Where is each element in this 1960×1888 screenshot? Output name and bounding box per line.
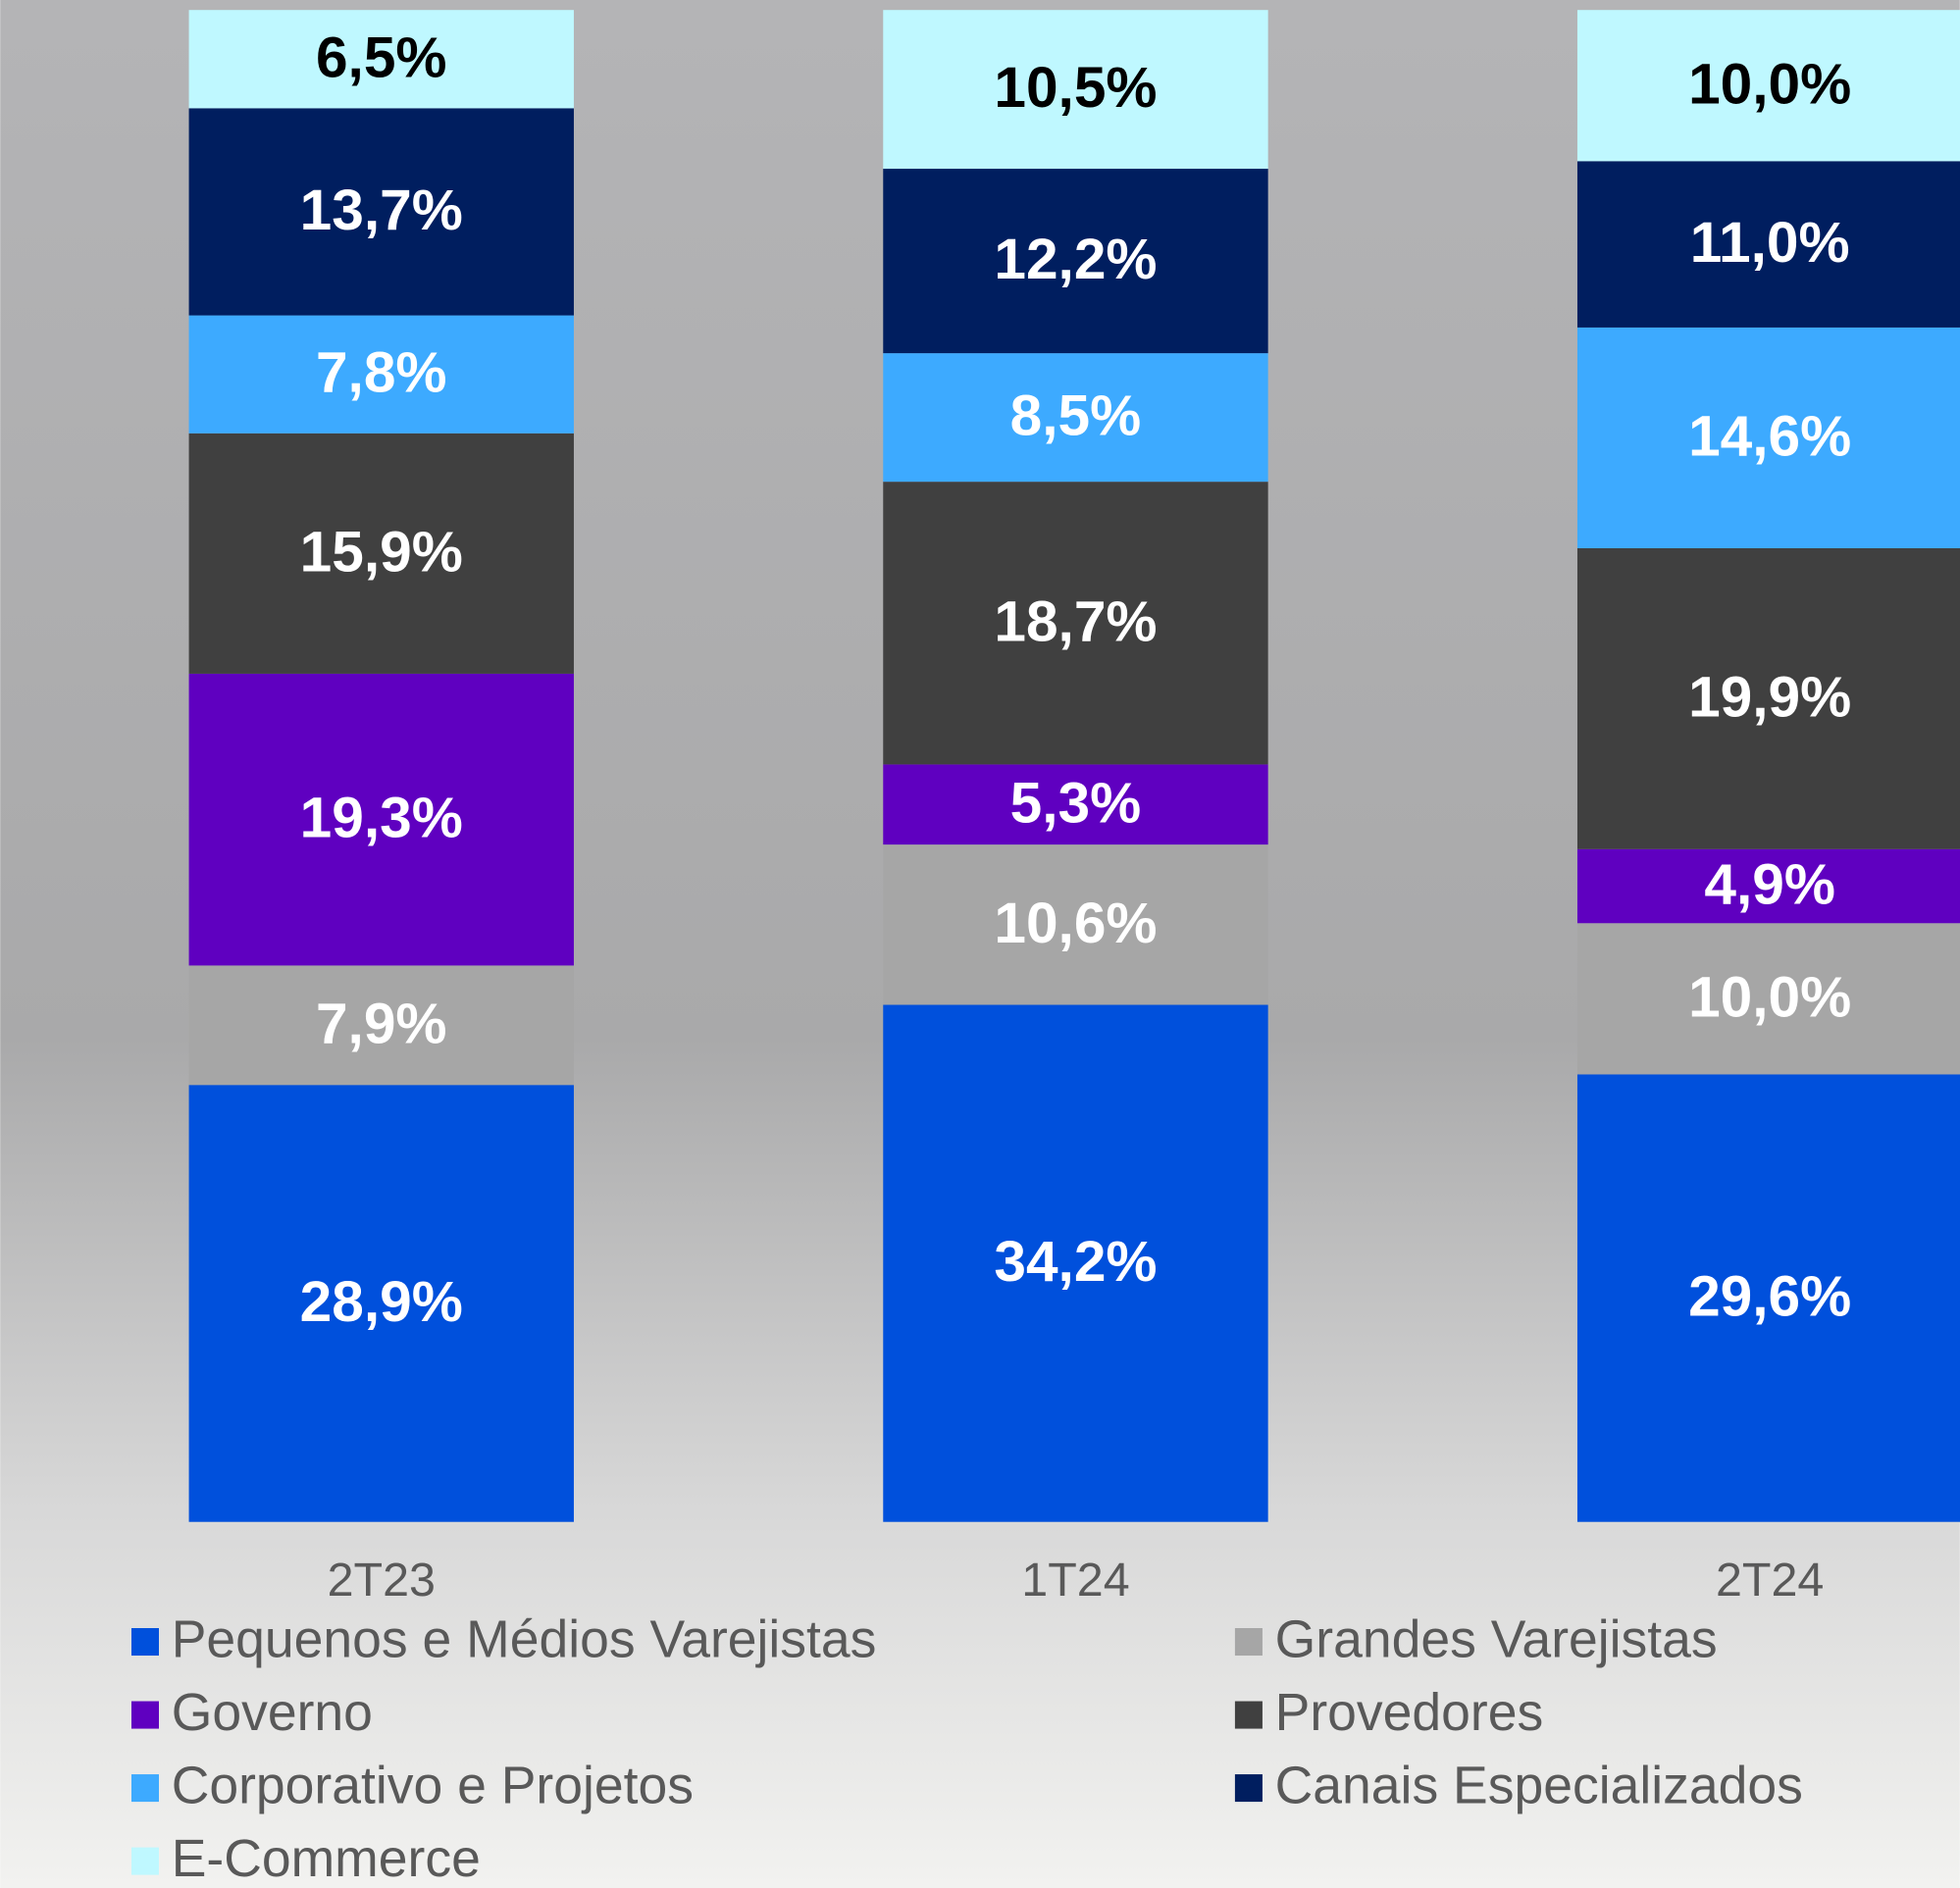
value-label: 19,9% <box>1688 665 1851 729</box>
value-label: 34,2% <box>994 1230 1157 1294</box>
value-label: 11,0% <box>1690 211 1850 275</box>
bar-segment <box>1576 547 1960 849</box>
bar-segment <box>883 169 1268 354</box>
legend-label: Grandes Varejistas <box>1275 1610 1718 1668</box>
bar-segment <box>188 433 574 674</box>
bar-segment <box>1576 10 1960 162</box>
bar-segment <box>1576 327 1960 548</box>
value-label: 10,0% <box>1688 965 1851 1029</box>
bar-segment <box>883 844 1268 1005</box>
value-label: 7,9% <box>316 992 447 1055</box>
bar-segment <box>883 482 1268 765</box>
bar-segment <box>1576 848 1960 924</box>
bar-segment <box>1576 923 1960 1075</box>
value-label: 5,3% <box>1010 771 1142 835</box>
legend-swatch <box>1234 1774 1263 1803</box>
value-label: 6,5% <box>316 26 447 89</box>
bar-segment <box>188 10 574 109</box>
value-label: 10,0% <box>1688 52 1851 116</box>
bar-segment <box>188 1085 574 1522</box>
legend-label: Provedores <box>1275 1684 1544 1742</box>
legend-swatch <box>130 1847 159 1875</box>
bar-segment <box>883 1004 1268 1522</box>
legend-label: Corporativo e Projetos <box>172 1757 694 1814</box>
x-tick-label: 1T24 <box>1021 1554 1129 1607</box>
value-label: 8,5% <box>1010 384 1142 448</box>
value-label: 14,6% <box>1688 404 1851 468</box>
legend-swatch <box>130 1701 159 1729</box>
value-label: 18,7% <box>994 589 1157 653</box>
x-tick-label: 2T23 <box>328 1554 436 1607</box>
legend-label: Pequenos e Médios Varejistas <box>172 1610 877 1668</box>
legend-swatch <box>130 1628 159 1657</box>
value-label: 10,6% <box>994 892 1157 955</box>
value-label: 29,6% <box>1688 1265 1851 1329</box>
legend-label: E-Commerce <box>172 1830 481 1888</box>
bar-segment <box>188 673 574 966</box>
value-label: 4,9% <box>1704 853 1835 917</box>
value-label: 15,9% <box>300 520 463 584</box>
legend-swatch <box>1234 1701 1263 1729</box>
value-label: 7,8% <box>316 341 447 405</box>
value-label: 12,2% <box>994 228 1157 291</box>
value-label: 19,3% <box>300 787 463 850</box>
legend-label: Canais Especializados <box>1275 1757 1803 1814</box>
bar-segment <box>188 315 574 434</box>
legend-swatch <box>130 1774 159 1803</box>
x-tick-label: 2T24 <box>1716 1554 1824 1607</box>
legend-label: Governo <box>172 1684 373 1742</box>
bar-segment <box>188 108 574 316</box>
value-label: 13,7% <box>300 179 463 242</box>
bar-segment <box>883 10 1268 170</box>
value-label: 28,9% <box>300 1270 463 1334</box>
bar-segment <box>188 965 574 1086</box>
bar-segment <box>883 764 1268 845</box>
legend-swatch <box>1234 1628 1263 1657</box>
bar-segment <box>883 353 1268 483</box>
value-label: 10,5% <box>994 56 1157 120</box>
bar-segment <box>1576 161 1960 328</box>
bar-segment <box>1576 1074 1960 1522</box>
